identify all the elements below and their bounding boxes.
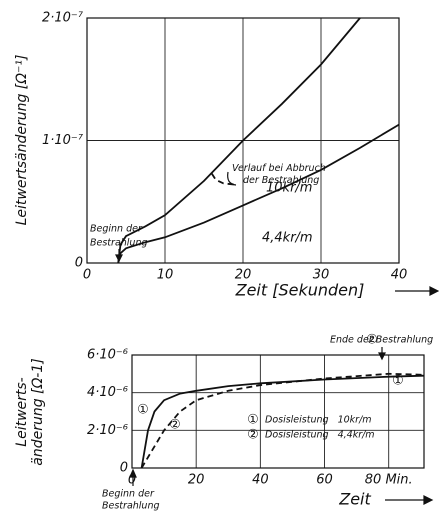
y-tick-label: 2·10⁻⁷ bbox=[42, 11, 84, 26]
legend-label: Dosisleistung 4,4kr/m bbox=[265, 430, 375, 441]
x-tick-label: 0 bbox=[83, 268, 91, 283]
series-line bbox=[117, 123, 400, 264]
annotation: Bestrahlung bbox=[90, 238, 148, 249]
series-label: 4,4kr/m bbox=[262, 231, 313, 246]
y-tick-label: 6·10⁻⁶ bbox=[87, 348, 128, 363]
curve-marker: ② bbox=[366, 333, 378, 348]
x-tick-label: 40 bbox=[391, 268, 408, 283]
x-tick-label: 60 bbox=[316, 473, 333, 488]
x-tick-label: 40 bbox=[252, 473, 269, 488]
x-axis-label: Zeit [Sekunden] bbox=[235, 281, 365, 300]
series-label: 10kr/m bbox=[266, 181, 312, 196]
annotation: Beginn der bbox=[90, 224, 143, 235]
x-tick-label: 0 bbox=[128, 473, 136, 488]
y-tick-label: 1·10⁻⁷ bbox=[42, 133, 84, 148]
series-line bbox=[140, 372, 425, 469]
series-line bbox=[140, 374, 425, 469]
curve-marker: ① bbox=[137, 403, 149, 418]
legend-label: Dosisleistung 10kr/m bbox=[265, 415, 372, 426]
series-label: Verlauf bei Abbruch der Bestrahlung bbox=[232, 163, 329, 186]
x-tick-label: 20 bbox=[235, 268, 252, 283]
legend-marker: ② bbox=[247, 428, 259, 443]
legend-marker: ① bbox=[247, 413, 259, 428]
y-tick-label: 0 bbox=[120, 461, 128, 476]
plot-frame bbox=[131, 354, 425, 469]
series-line bbox=[211, 173, 236, 186]
series-line bbox=[117, 17, 361, 264]
y-tick-label: 2·10⁻⁶ bbox=[87, 423, 128, 438]
curve-marker: ① bbox=[392, 374, 404, 389]
plot-frame bbox=[86, 17, 400, 264]
x-axis-label: Zeit bbox=[338, 490, 371, 509]
curve-marker: ② bbox=[169, 418, 181, 433]
x-tick-label: 80 Min. bbox=[365, 473, 413, 488]
annotation: Beginn der bbox=[102, 489, 155, 500]
y-axis-label: änderung [Ω-1] bbox=[30, 358, 46, 465]
x-tick-label: 30 bbox=[313, 268, 330, 283]
y-tick-label: 0 bbox=[75, 256, 83, 271]
y-axis-label: Leitwertsänderung [Ω⁻¹] bbox=[14, 55, 30, 226]
y-axis-label: Leitwerts- bbox=[14, 377, 30, 446]
annotation: Ende der Bestrahlung bbox=[330, 335, 433, 346]
x-tick-label: 10 bbox=[157, 268, 174, 283]
x-tick-label: 20 bbox=[188, 473, 205, 488]
y-tick-label: 4·10⁻⁶ bbox=[87, 385, 128, 400]
annotation: Bestrahlung bbox=[102, 501, 160, 512]
